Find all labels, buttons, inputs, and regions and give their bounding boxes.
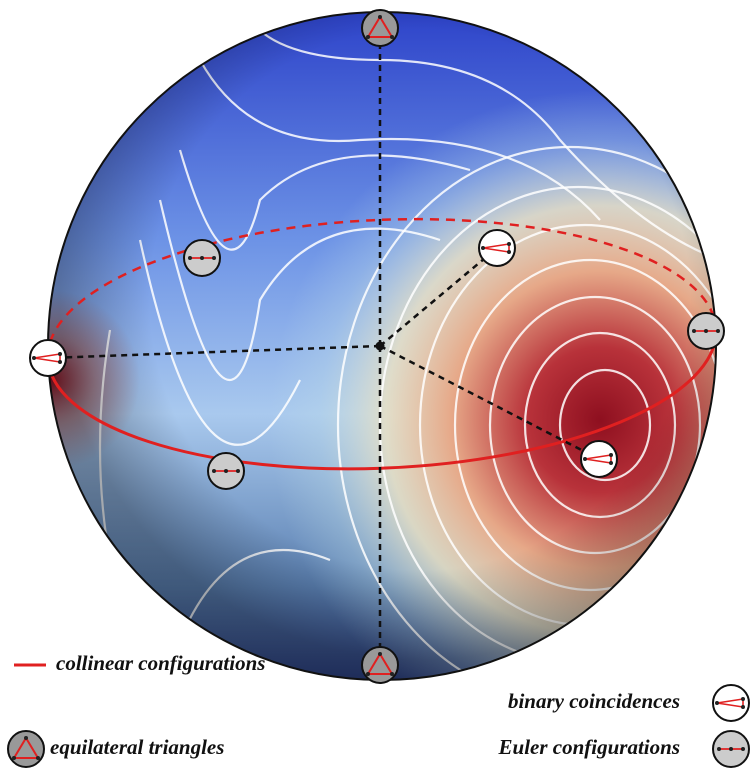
legend-icon: [712, 684, 750, 722]
equator-front: [46, 329, 718, 471]
sphere-surface: [48, 12, 716, 680]
binary-marker: [580, 440, 618, 478]
euler-marker: [207, 452, 245, 490]
axes: [47, 28, 600, 665]
euler-marker: [687, 312, 725, 350]
legend-label: collinear configurations: [56, 651, 265, 675]
legend-icon: [7, 730, 45, 768]
euler-marker: [183, 239, 221, 277]
center-dot: [375, 341, 385, 351]
equilateral-marker: [361, 9, 399, 47]
binary-marker: [478, 229, 516, 267]
legend: collinear configurations binary coincide…: [7, 651, 750, 768]
binary-marker: [29, 339, 67, 377]
legend-label: binary coincidences: [508, 689, 680, 713]
legend-label: Euler configurations: [498, 735, 680, 759]
legend-label: equilateral triangles: [50, 735, 224, 759]
equilateral-marker: [361, 646, 399, 684]
legend-icon: [712, 730, 750, 768]
